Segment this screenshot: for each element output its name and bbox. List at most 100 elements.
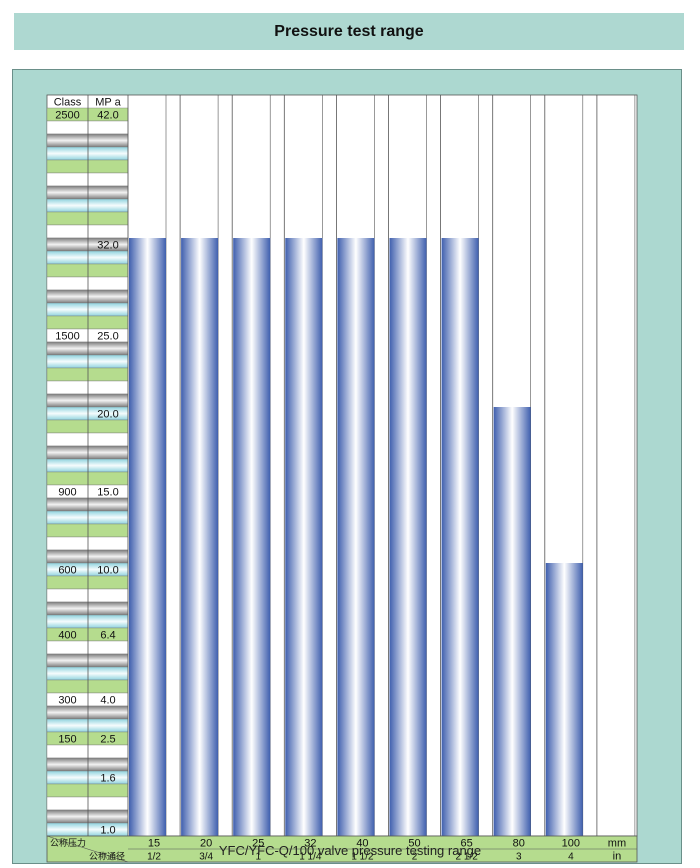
scale-row bbox=[46, 172, 129, 187]
mpa-label: 32.0 bbox=[97, 240, 118, 252]
bar-40 bbox=[337, 238, 375, 836]
scale-row bbox=[46, 419, 129, 434]
diameter-label: 公称通径 bbox=[89, 851, 125, 862]
mm-label: 40 bbox=[356, 838, 368, 850]
mpa-label: 6.4 bbox=[100, 630, 115, 642]
bar-25 bbox=[233, 238, 271, 836]
mpa-label: 1.6 bbox=[100, 773, 115, 785]
scale-row bbox=[46, 601, 129, 616]
scale-row bbox=[46, 380, 129, 395]
scale-row bbox=[46, 354, 129, 369]
scale-row bbox=[46, 588, 129, 603]
scale-row bbox=[46, 120, 129, 135]
bar-100 bbox=[545, 563, 583, 836]
mpa-label: 25.0 bbox=[97, 331, 118, 343]
bar-50 bbox=[389, 238, 427, 836]
class-label: 600 bbox=[58, 565, 76, 577]
scale-row bbox=[46, 679, 129, 694]
in-label: 1/2 bbox=[147, 852, 161, 863]
footer-diagonal bbox=[46, 835, 129, 863]
header-unit: MP a bbox=[95, 97, 121, 109]
mm-label: 15 bbox=[148, 838, 160, 850]
scale-row bbox=[46, 809, 129, 824]
chart-caption: YFC/YFC-Q/100 valve pressure testing ran… bbox=[218, 843, 482, 858]
unit-mm-label: mm bbox=[608, 838, 626, 850]
scale-row bbox=[46, 159, 129, 174]
scale-row bbox=[46, 575, 129, 590]
scale-row bbox=[46, 198, 129, 213]
scale-row bbox=[46, 341, 129, 356]
class-label: 150 bbox=[58, 734, 76, 746]
mpa-label: 4.0 bbox=[100, 695, 115, 707]
mpa-label: 15.0 bbox=[97, 487, 118, 499]
in-label: 2 1/2 bbox=[456, 852, 479, 863]
scale-row bbox=[46, 783, 129, 798]
scale-row bbox=[46, 536, 129, 551]
scale-row bbox=[46, 497, 129, 512]
scale-row bbox=[46, 276, 129, 291]
bar-80 bbox=[493, 407, 531, 836]
page-title: Pressure test range bbox=[14, 13, 684, 50]
mpa-label: 20.0 bbox=[97, 409, 118, 421]
class-label: 900 bbox=[58, 487, 76, 499]
scale-row bbox=[46, 250, 129, 265]
scale-row bbox=[46, 458, 129, 473]
scale-row bbox=[46, 640, 129, 655]
scale-row bbox=[46, 471, 129, 486]
in-label: 3 bbox=[516, 852, 522, 863]
mpa-label: 10.0 bbox=[97, 565, 118, 577]
scale-row bbox=[46, 302, 129, 317]
scale-row bbox=[46, 224, 129, 239]
mm-label: 20 bbox=[200, 838, 212, 850]
scale-row bbox=[46, 822, 129, 837]
scale-row bbox=[46, 744, 129, 759]
mm-label: 100 bbox=[562, 838, 580, 850]
scale-row bbox=[46, 211, 129, 226]
bar-15 bbox=[129, 238, 166, 836]
mpa-label: 1.0 bbox=[100, 825, 115, 837]
mm-label: 80 bbox=[513, 838, 525, 850]
scale-row bbox=[46, 432, 129, 447]
in-label: 1 bbox=[255, 852, 261, 863]
bar-20 bbox=[181, 238, 219, 836]
scale-row bbox=[46, 367, 129, 382]
scale-row bbox=[46, 445, 129, 460]
in-label: 4 bbox=[568, 852, 574, 863]
scale-row bbox=[46, 185, 129, 200]
in-label: 1 1/2 bbox=[351, 852, 374, 863]
scale-row bbox=[46, 796, 129, 811]
class-label: 400 bbox=[58, 630, 76, 642]
scale-row bbox=[46, 549, 129, 564]
scale-row bbox=[46, 146, 129, 161]
mm-label: 32 bbox=[304, 838, 316, 850]
scale-row bbox=[46, 510, 129, 525]
in-label: 2 bbox=[412, 852, 418, 863]
mm-label: 50 bbox=[408, 838, 420, 850]
bar-65 bbox=[441, 238, 479, 836]
scale-row bbox=[46, 757, 129, 772]
scale-row bbox=[46, 614, 129, 629]
scale-row bbox=[46, 263, 129, 278]
unit-in-label: in bbox=[613, 851, 622, 863]
class-label: 300 bbox=[58, 695, 76, 707]
bar-32 bbox=[285, 238, 323, 836]
header-class: Class bbox=[54, 97, 82, 109]
scale-row bbox=[46, 289, 129, 304]
scale-row bbox=[46, 653, 129, 668]
scale-row bbox=[46, 666, 129, 681]
scale-row bbox=[46, 393, 129, 408]
class-label: 1500 bbox=[55, 331, 79, 343]
in-label: 3/4 bbox=[199, 852, 213, 863]
mm-label: 65 bbox=[461, 838, 473, 850]
scale-row bbox=[46, 770, 129, 785]
mm-label: 25 bbox=[252, 838, 264, 850]
mpa-label: 2.5 bbox=[100, 734, 115, 746]
scale-row bbox=[46, 133, 129, 148]
in-label: 1 1/4 bbox=[299, 852, 322, 863]
scale-row bbox=[46, 705, 129, 720]
mpa-label: 42.0 bbox=[97, 110, 118, 122]
class-label: 2500 bbox=[55, 110, 79, 122]
scale-row bbox=[46, 523, 129, 538]
scale-row bbox=[46, 718, 129, 733]
